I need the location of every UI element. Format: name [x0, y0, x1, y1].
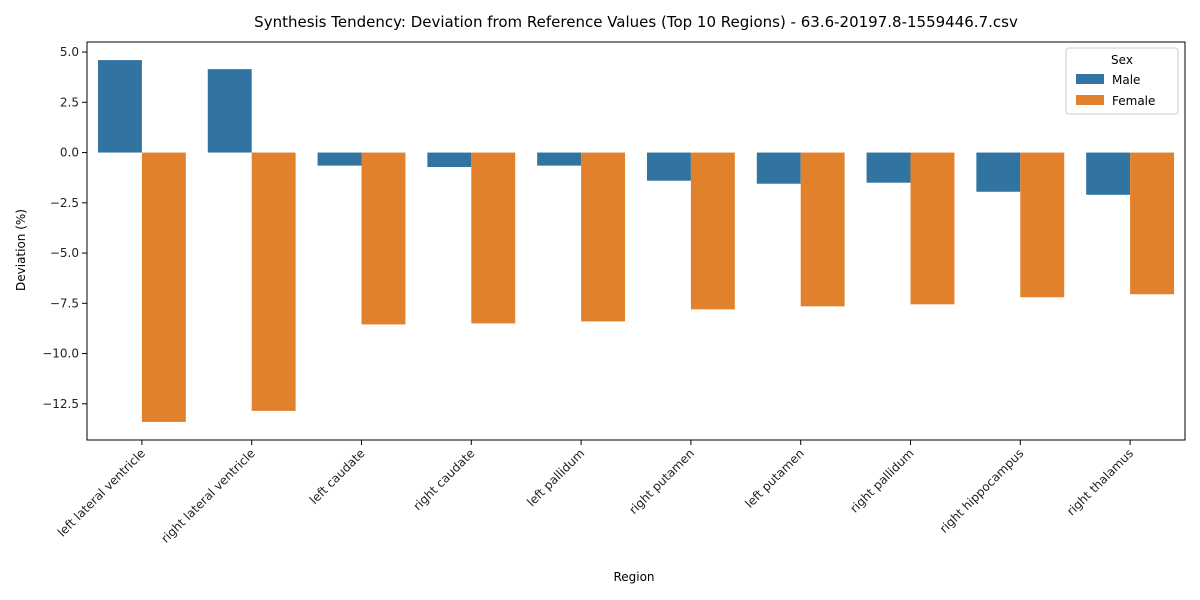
plot-area: 5.0 2.5 0.0 −2.5 −5.0 −7.5 −10.0 −12.5 left late…	[42, 41, 1186, 546]
y-tick-label: −10.0	[42, 347, 79, 361]
y-tick-label: −5.0	[50, 246, 79, 260]
bar-male-7	[866, 152, 911, 183]
legend-swatch-female	[1076, 95, 1104, 105]
chart-title: Synthesis Tendency: Deviation from Refer…	[254, 13, 1018, 31]
y-tick-label: 0.0	[60, 146, 79, 160]
bar-male-2	[317, 152, 362, 166]
x-tick-label: left lateral ventricle	[55, 446, 148, 539]
y-tick-label: 2.5	[60, 95, 79, 109]
bar-female-5	[690, 152, 735, 310]
x-tick-label: left pallidum	[524, 446, 587, 509]
bar-male-3	[427, 152, 472, 168]
x-tick-label: right putamen	[626, 446, 697, 517]
bar-male-9	[1086, 152, 1131, 195]
plot-frame	[86, 41, 1186, 441]
bar-female-9	[1130, 152, 1175, 295]
x-tick-label: right hippocampus	[937, 446, 1027, 536]
legend-title: Sex	[1111, 53, 1133, 67]
bar-male-4	[537, 152, 582, 166]
legend: Sex Male Female	[1065, 47, 1179, 115]
y-axis-label: Deviation (%)	[14, 209, 28, 291]
bar-female-0	[141, 152, 186, 422]
bar-male-1	[207, 69, 252, 153]
x-tick-label: right thalamus	[1064, 446, 1136, 518]
bar-female-4	[581, 152, 626, 322]
bar-male-0	[97, 60, 142, 153]
bar-female-2	[361, 152, 406, 325]
y-tick-label: −2.5	[50, 196, 79, 210]
legend-swatch-male	[1076, 74, 1104, 84]
x-tick-label: left caudate	[307, 446, 368, 507]
bar-female-7	[910, 152, 955, 305]
bar-male-6	[756, 152, 801, 184]
legend-label-female: Female	[1112, 94, 1155, 108]
x-axis-label: Region	[613, 570, 654, 584]
y-tick-label: 5.0	[60, 45, 79, 59]
bar-male-8	[976, 152, 1021, 192]
y-tick-label: −12.5	[42, 397, 79, 411]
bar-female-3	[471, 152, 516, 324]
legend-label-male: Male	[1112, 73, 1140, 87]
bar-female-1	[251, 152, 296, 411]
bar-male-5	[646, 152, 691, 181]
x-tick-label: right pallidum	[847, 446, 916, 515]
y-tick-label: −7.5	[50, 296, 79, 310]
x-tick-label: right caudate	[411, 446, 478, 513]
x-tick-label: right lateral ventricle	[158, 446, 257, 545]
bar-female-6	[800, 152, 845, 307]
x-tick-label: left putamen	[742, 446, 807, 511]
bar-female-8	[1020, 152, 1065, 298]
